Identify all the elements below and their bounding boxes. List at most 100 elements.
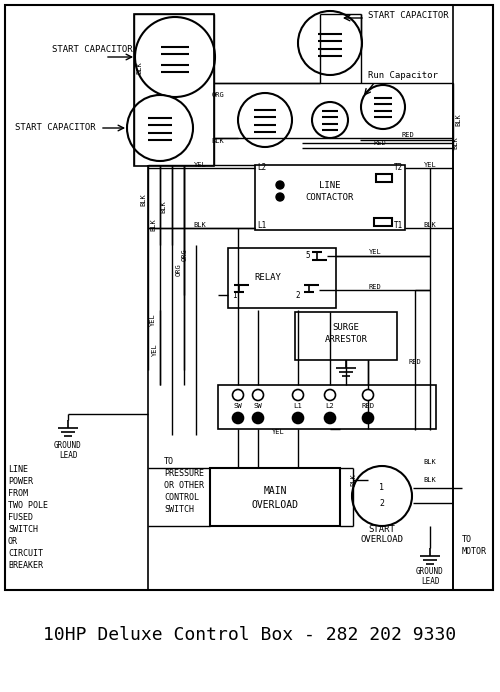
Text: PRESSURE: PRESSURE: [164, 469, 204, 478]
Circle shape: [135, 17, 215, 97]
Text: 1: 1: [232, 291, 236, 300]
Text: TO: TO: [164, 457, 174, 466]
Text: ORG: ORG: [176, 264, 182, 276]
Text: ARRESTOR: ARRESTOR: [324, 336, 368, 345]
Bar: [210, 468, 340, 526]
Text: BLK: BLK: [136, 62, 142, 74]
Circle shape: [312, 102, 348, 138]
Text: TWO POLE: TWO POLE: [8, 502, 48, 511]
Text: LEAD: LEAD: [421, 576, 440, 585]
Circle shape: [298, 11, 362, 75]
Text: Run Capacitor: Run Capacitor: [368, 71, 438, 80]
Text: GROUND: GROUND: [416, 567, 444, 576]
Text: RELAY: RELAY: [254, 273, 281, 282]
Text: T1: T1: [394, 221, 402, 230]
Text: YEL: YEL: [194, 162, 206, 168]
Text: YEL: YEL: [150, 313, 156, 327]
Circle shape: [324, 412, 336, 424]
Text: L1: L1: [294, 403, 302, 409]
Bar: [5, 5, 493, 590]
Text: 5: 5: [306, 251, 310, 260]
Circle shape: [276, 193, 284, 201]
Circle shape: [352, 466, 412, 526]
Text: RED: RED: [408, 359, 422, 365]
Text: BLK: BLK: [350, 473, 356, 486]
Circle shape: [362, 390, 374, 401]
Text: BLK: BLK: [140, 194, 146, 206]
Text: T2: T2: [394, 163, 402, 172]
Text: 2: 2: [380, 498, 384, 507]
Text: 2: 2: [296, 291, 300, 300]
Circle shape: [238, 93, 292, 147]
Text: LINE: LINE: [320, 181, 341, 190]
Bar: [255, 165, 405, 230]
Circle shape: [292, 390, 304, 401]
Text: ORG: ORG: [212, 92, 224, 98]
Text: FUSED: FUSED: [8, 513, 33, 522]
Text: BLK: BLK: [212, 138, 224, 144]
Text: L2: L2: [326, 403, 334, 409]
Text: 10HP Deluxe Control Box - 282 202 9330: 10HP Deluxe Control Box - 282 202 9330: [44, 626, 457, 644]
Text: BLK: BLK: [424, 459, 436, 465]
Text: BREAKER: BREAKER: [8, 561, 43, 570]
Text: START CAPACITOR: START CAPACITOR: [368, 10, 448, 19]
Text: BLK: BLK: [150, 219, 156, 231]
Text: YEL: YEL: [368, 249, 382, 255]
Bar: [374, 218, 392, 226]
Circle shape: [232, 390, 243, 401]
Text: LINE: LINE: [8, 466, 28, 475]
Text: START CAPACITOR: START CAPACITOR: [52, 46, 132, 55]
Text: BLK: BLK: [424, 477, 436, 483]
Circle shape: [361, 85, 405, 129]
Text: BLK: BLK: [455, 113, 461, 127]
Text: RED: RED: [362, 403, 374, 409]
Text: OR OTHER: OR OTHER: [164, 482, 204, 491]
Circle shape: [252, 390, 264, 401]
Text: CONTROL: CONTROL: [164, 493, 199, 502]
Text: CIRCUIT: CIRCUIT: [8, 549, 43, 558]
Bar: [376, 174, 392, 182]
Circle shape: [127, 95, 193, 161]
Text: SWITCH: SWITCH: [8, 525, 38, 534]
Text: OVERLOAD: OVERLOAD: [360, 536, 404, 545]
Text: MAIN: MAIN: [263, 486, 287, 496]
Text: CONTACTOR: CONTACTOR: [306, 192, 354, 201]
Text: SURGE: SURGE: [332, 323, 359, 332]
Text: YEL: YEL: [152, 344, 158, 356]
Text: START: START: [368, 525, 396, 534]
Text: RED: RED: [368, 284, 382, 290]
Circle shape: [362, 412, 374, 424]
Text: SWITCH: SWITCH: [164, 505, 194, 514]
Text: OR: OR: [8, 538, 18, 547]
Text: L2: L2: [258, 163, 266, 172]
Text: GROUND: GROUND: [54, 441, 82, 450]
Text: TO: TO: [462, 536, 472, 545]
Text: OVERLOAD: OVERLOAD: [252, 500, 298, 510]
Text: BLK: BLK: [424, 222, 436, 228]
Circle shape: [232, 412, 243, 424]
Bar: [295, 312, 397, 360]
Circle shape: [324, 390, 336, 401]
Text: ORG: ORG: [182, 248, 188, 262]
Text: FROM: FROM: [8, 489, 28, 498]
Circle shape: [292, 412, 304, 424]
Text: MOTOR: MOTOR: [462, 547, 487, 556]
Text: SW: SW: [234, 403, 242, 409]
Bar: [228, 248, 336, 308]
Text: 1: 1: [380, 484, 384, 493]
Circle shape: [252, 412, 264, 424]
Text: YEL: YEL: [272, 429, 284, 435]
Text: SW: SW: [254, 403, 262, 409]
Bar: [134, 14, 214, 166]
Text: BLK: BLK: [194, 222, 206, 228]
Text: BLK: BLK: [160, 201, 166, 213]
Bar: [218, 385, 436, 429]
Text: START CAPACITOR: START CAPACITOR: [15, 123, 96, 132]
Text: L1: L1: [258, 221, 266, 230]
Circle shape: [276, 181, 284, 189]
Text: RED: RED: [374, 140, 386, 146]
Text: YEL: YEL: [424, 162, 436, 168]
Text: BLK: BLK: [452, 136, 458, 149]
Text: POWER: POWER: [8, 477, 33, 486]
Text: RED: RED: [402, 132, 414, 138]
